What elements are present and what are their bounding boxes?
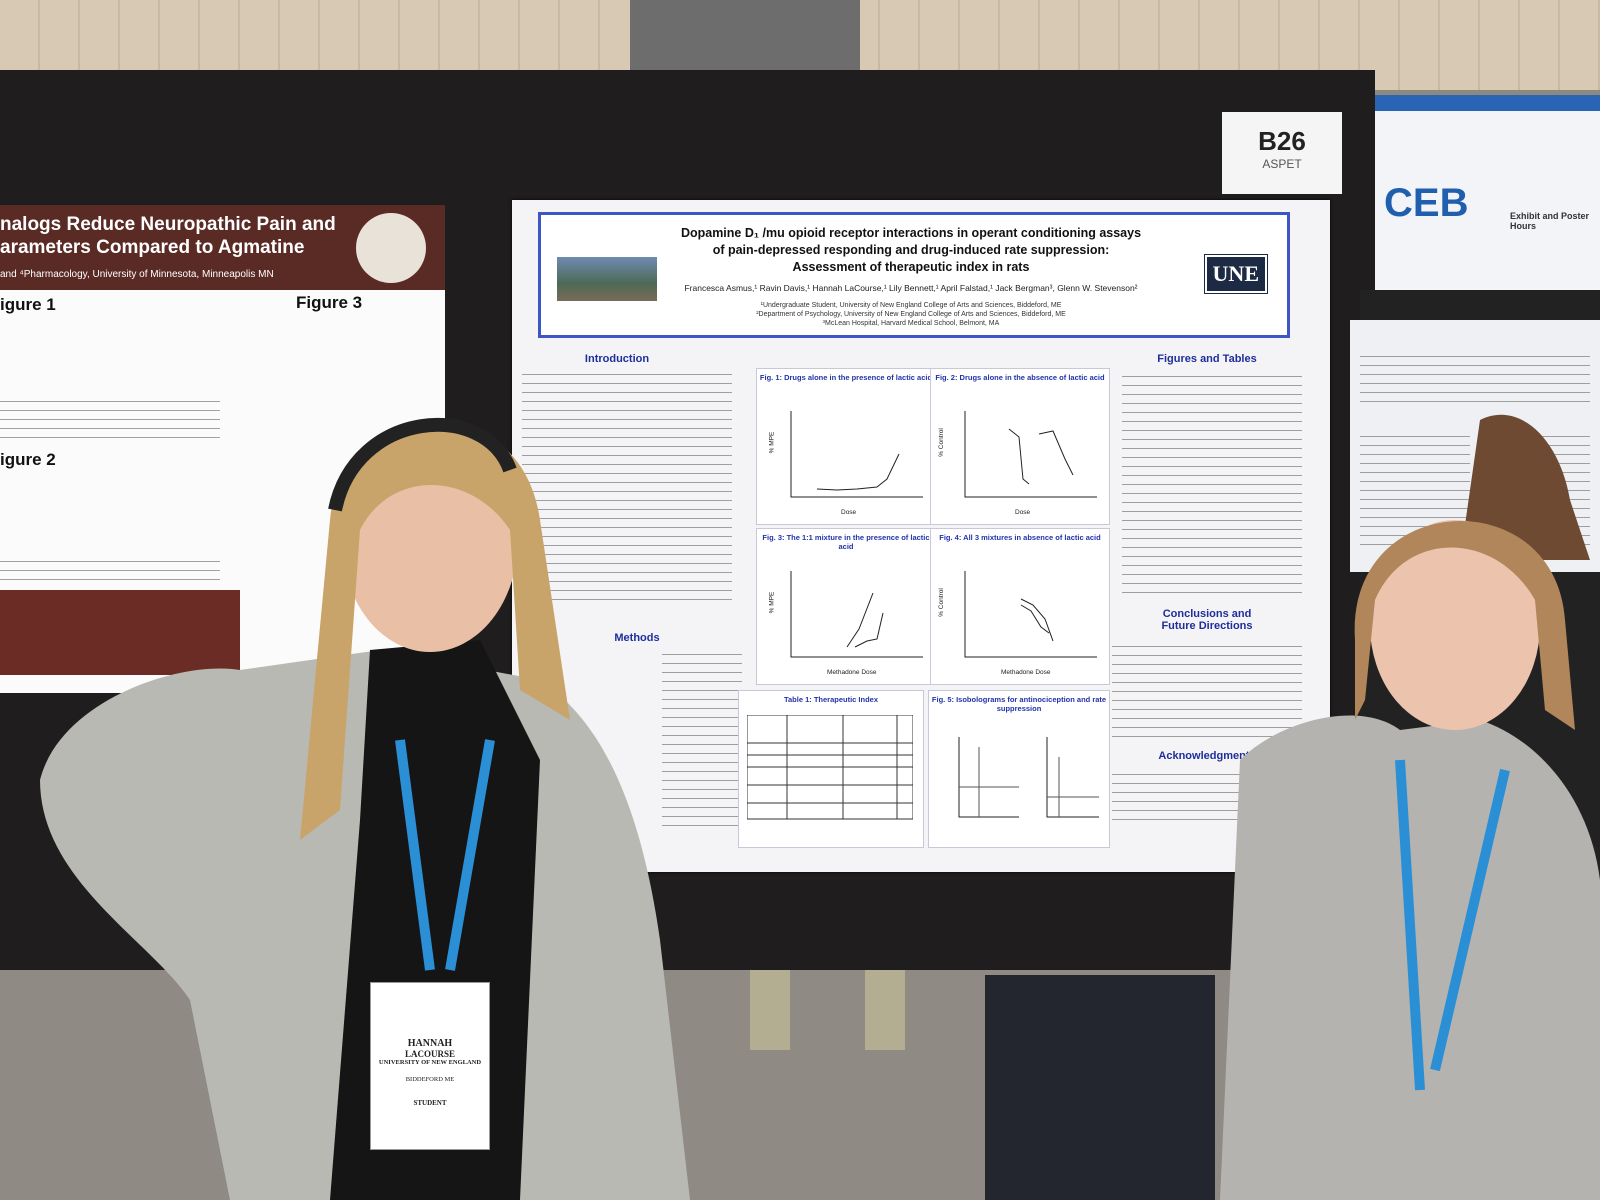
society-logo: ASPET xyxy=(1262,157,1302,171)
sign-text: Exhibit and Poster Hours xyxy=(1510,211,1590,231)
figure: Fig. 3: The 1:1 mixture in the presence … xyxy=(756,528,936,685)
badge-affiliation: UNIVERSITY OF NEW ENGLAND xyxy=(378,1059,482,1066)
affiliations: ¹Undergraduate Student, University of Ne… xyxy=(641,301,1181,328)
figure-title: Fig. 2: Drugs alone in the absence of la… xyxy=(935,373,1105,382)
figure-title: Fig. 3: The 1:1 mixture in the presence … xyxy=(762,533,930,551)
title-line: Dopamine D₁ /mu opioid receptor interact… xyxy=(680,226,1142,240)
board-number: B26 xyxy=(1258,126,1306,156)
doorway xyxy=(630,0,860,75)
plot xyxy=(790,571,923,658)
badge-location: BIDDEFORD ME xyxy=(405,1076,455,1083)
background-person xyxy=(985,975,1215,1200)
figure: Fig. 2: Drugs alone in the absence of la… xyxy=(930,368,1110,525)
heading-line: Future Directions xyxy=(1161,620,1253,632)
plot xyxy=(964,411,1097,498)
headband xyxy=(328,417,517,512)
section-heading: Conclusions and Future Directions xyxy=(1112,608,1302,632)
background-person xyxy=(1460,414,1590,560)
affiliation: ³McLean Hospital, Harvard Medical School… xyxy=(822,320,1000,327)
section-heading: Methods xyxy=(614,632,660,644)
left-poster-affiliation: and ⁴Pharmacology, University of Minneso… xyxy=(0,269,274,280)
title-line: of pain-depressed responding and drug-in… xyxy=(712,243,1110,257)
axis-label: Methadone Dose xyxy=(1001,669,1051,676)
axis-label: Dose xyxy=(841,509,857,516)
title-line: arameters Compared to Agmatine xyxy=(0,237,305,258)
affiliation: ²Department of Psychology, University of… xyxy=(756,311,1066,318)
figure-title: Fig. 4: All 3 mixtures in absence of lac… xyxy=(939,533,1101,542)
figure: Fig. 1: Drugs alone in the presence of l… xyxy=(756,368,936,525)
figure: Fig. 5: Isobolograms for antinociception… xyxy=(928,690,1110,848)
main-poster: Dopamine D₁ /mu opioid receptor interact… xyxy=(512,200,1330,872)
table-title: Table 1: Therapeutic Index xyxy=(783,695,879,704)
badge-name: HANNAH xyxy=(407,1038,453,1049)
sign-logo: CEB xyxy=(1384,181,1469,225)
table-grid xyxy=(747,715,913,820)
axis-label: Dose xyxy=(1015,509,1031,516)
authors: Francesca Asmus,¹ Ravin Davis,¹ Hannah L… xyxy=(684,283,1138,293)
right-person-face xyxy=(1370,520,1540,730)
badge-name: LACOURSE xyxy=(404,1049,455,1059)
left-poster-title: nalogs Reduce Neuropathic Pain and arame… xyxy=(0,213,336,259)
section-heading: Introduction xyxy=(584,353,650,365)
heading-line: Conclusions and xyxy=(1162,608,1252,620)
lanyard xyxy=(395,739,1510,1091)
left-poster: nalogs Reduce Neuropathic Pain and arame… xyxy=(0,205,445,693)
right-poster xyxy=(1350,320,1600,572)
name-badge: HANNAH LACOURSE UNIVERSITY OF NEW ENGLAN… xyxy=(370,982,490,1150)
background-person-legs xyxy=(750,970,905,1050)
une-logo: UNE xyxy=(1203,254,1269,294)
left-person-hair xyxy=(300,422,570,840)
figure-label: Figure 3 xyxy=(296,293,363,312)
figure-label: igure 2 xyxy=(0,450,56,469)
plot xyxy=(958,737,1099,818)
data-table xyxy=(0,590,240,675)
axis-label: Methadone Dose xyxy=(827,669,877,676)
poster-header: Dopamine D₁ /mu opioid receptor interact… xyxy=(538,212,1290,338)
board-number-card: B26 ASPET xyxy=(1222,112,1342,194)
plot xyxy=(964,571,1097,658)
figure-title: Fig. 5: Isobolograms for antinociception… xyxy=(931,695,1107,713)
section-heading: Figures and Tables xyxy=(1157,353,1257,365)
affiliation: ¹Undergraduate Student, University of Ne… xyxy=(760,302,1062,309)
table-figure: Table 1: Therapeutic Index xyxy=(738,690,924,848)
title-line: Assessment of therapeutic index in rats xyxy=(792,260,1030,274)
campus-photo xyxy=(557,257,657,301)
seal xyxy=(356,213,426,283)
figure-title: Fig. 1: Drugs alone in the presence of l… xyxy=(759,373,933,382)
figure-label: igure 1 xyxy=(0,295,56,314)
title-line: nalogs Reduce Neuropathic Pain and xyxy=(0,214,336,235)
badge-role: STUDENT xyxy=(413,1099,447,1107)
right-person-hair xyxy=(1354,520,1575,730)
section-heading: Acknowledgments xyxy=(1158,750,1256,762)
ceb-sign: CEB Exhibit and Poster Hours xyxy=(1370,95,1600,306)
figure: Fig. 4: All 3 mixtures in absence of lac… xyxy=(930,528,1110,685)
poster-title: Dopamine D₁ /mu opioid receptor interact… xyxy=(641,225,1181,276)
plot xyxy=(790,411,923,498)
